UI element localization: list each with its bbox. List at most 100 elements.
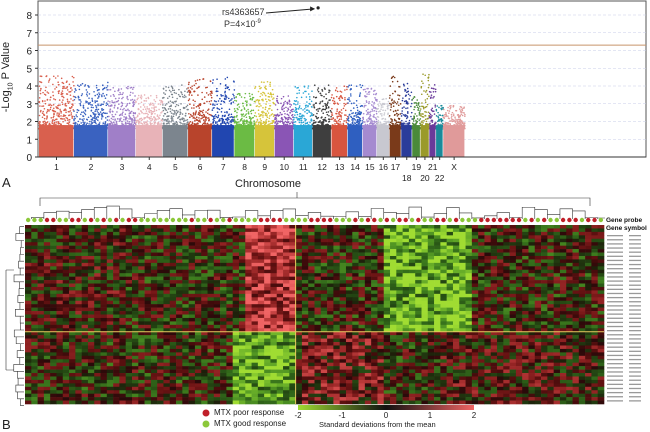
snp-point [55,121,58,123]
snp-point [46,91,49,93]
heatmap-cell [163,225,171,229]
heatmap-cell [125,225,133,229]
heatmap-cell [169,225,177,229]
snp-point [65,111,67,114]
snp-point [41,116,44,119]
heatmap-cell [182,225,189,229]
snp-point [56,114,58,116]
snp-point [52,103,55,106]
heatmap-cell [25,225,32,229]
snp-point [70,98,72,100]
snp-point [52,91,54,93]
snp-point [47,92,50,94]
heatmap-cell [131,225,139,229]
snp-point [46,110,49,113]
snp-point [71,75,74,78]
snp-point [54,88,56,90]
snp-point [50,117,53,119]
snp-point [43,107,46,110]
snp-point [66,89,69,91]
heatmap-cell [232,225,240,229]
snp-point [39,89,42,92]
snp-point [57,81,59,84]
heatmap-cell [81,225,89,229]
snp-point [65,116,67,119]
heatmap-cell [176,225,183,229]
snp-point [39,105,41,107]
snp-point [71,115,74,118]
heatmap-cell [144,225,152,229]
snp-point [40,88,42,90]
snp-point [59,104,61,106]
snp-point [42,91,44,94]
snp-point [54,118,57,121]
snp-point [49,106,52,109]
snp-point [42,105,45,107]
snp-point [44,121,47,124]
heatmap-cell [106,225,114,229]
snp-point [58,99,61,101]
heatmap-cell [226,225,233,229]
heatmap-cell [150,225,158,229]
snp-point [52,75,55,78]
y-tick-label: 3 [26,100,32,111]
heatmap-cell [87,225,95,229]
snp-point [57,92,60,95]
snp-point [42,121,45,123]
heatmap-cell [194,225,202,229]
snp-point [72,95,75,98]
heatmap-cell [100,225,108,229]
snp-point [38,114,41,117]
snp-point [65,81,68,83]
snp-point [40,75,43,78]
heatmap-cell [43,225,51,229]
snp-point [43,120,46,123]
snp-point [69,90,72,93]
snp-point [61,87,64,90]
snp-point [41,100,44,102]
snp-point [53,98,55,100]
snp-point [44,100,46,102]
heatmap-cell [220,225,227,229]
heatmap-cell [56,225,64,229]
heatmap-cell [94,225,101,229]
snp-point [58,112,60,114]
snp-point [61,101,63,103]
heatmap-cell [213,225,221,229]
snp-point [72,99,74,102]
heatmap-cell [69,225,76,229]
snp-point [40,109,42,112]
snp-point [52,83,54,86]
y-tick-label: 5 [26,64,32,75]
snp-point [72,81,74,83]
snp-point [40,125,43,127]
snp-point [62,120,64,123]
snp-point [69,125,71,128]
snp-point [56,112,59,114]
snp-point [52,107,55,110]
snp-point [69,110,72,112]
heatmap-cell [207,225,215,229]
heatmap-cell [257,225,265,229]
snp-point [68,91,70,93]
snp-point [55,86,58,89]
heatmap-cell [138,225,145,229]
snp-point [50,104,53,107]
y-tick-label: 2 [26,118,32,129]
snp-point [46,115,48,117]
snp-point [70,112,73,114]
snp-point [46,99,49,101]
heatmap-cell [188,225,196,229]
y-tick-label: 8 [26,11,32,22]
heatmap-cell [62,225,70,229]
snp-point [63,118,66,120]
y-tick-label: 4 [26,82,32,93]
heatmap-cell [37,225,45,229]
snp-point [62,82,65,85]
heatmap-cell [50,225,57,229]
heatmap-cell [157,225,164,229]
heatmap-cell [31,225,38,229]
snp-point [68,101,71,103]
